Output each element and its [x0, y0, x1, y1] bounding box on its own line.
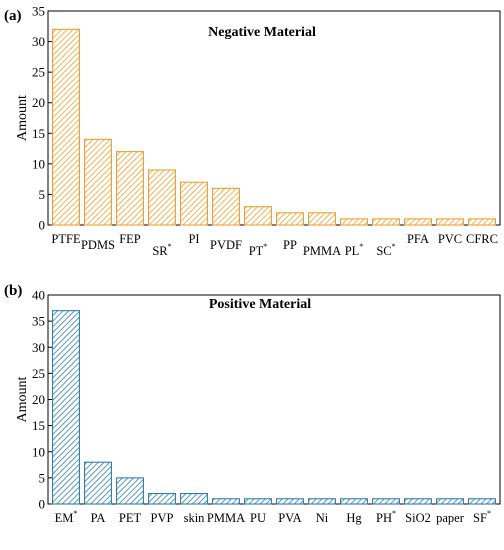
bar-pvdf: [212, 187, 240, 226]
bar-pt: [244, 206, 272, 226]
y-tick-label: 30: [32, 34, 45, 49]
x-tick-label: FEP: [119, 232, 141, 246]
x-tick-label: CFRC: [466, 232, 498, 246]
x-tick-label: PTFE: [51, 232, 81, 246]
bar-pvc: [436, 218, 464, 226]
bar-pmma: [212, 498, 240, 505]
y-tick-label: 35: [32, 4, 45, 19]
y-axis-label: Amount: [15, 376, 30, 422]
bar-pi: [180, 181, 208, 226]
bar-sio2: [404, 498, 432, 505]
x-tick-label: skin: [184, 511, 206, 525]
y-tick-label: 20: [32, 392, 45, 407]
bar-paper: [436, 498, 464, 505]
bar-pdms: [84, 138, 112, 226]
x-tick-label: PI: [188, 232, 199, 246]
x-tick-label: SiO2: [405, 511, 431, 525]
x-tick-label: PVA: [278, 511, 301, 525]
bar-ptfe: [52, 28, 80, 226]
y-tick-label: 0: [39, 218, 46, 233]
bar-pu: [244, 498, 272, 505]
bar-pfa: [404, 218, 432, 226]
x-tick-label: PVP: [151, 511, 174, 525]
x-tick-label: PP: [283, 238, 297, 252]
bar-pp: [276, 212, 304, 226]
panel-label: (b): [4, 283, 22, 299]
x-tick-label: SF*: [473, 509, 491, 525]
y-tick-label: 30: [32, 340, 45, 355]
x-tick-label: PL*: [345, 242, 364, 258]
y-tick-label: 35: [32, 314, 45, 329]
y-tick-label: 5: [39, 470, 46, 485]
x-tick-label: EM*: [55, 509, 78, 525]
bar-ph: [372, 498, 400, 505]
bar-pva: [276, 498, 304, 505]
y-tick-label: 25: [32, 65, 45, 80]
bar-sr: [148, 169, 176, 226]
x-tick-label: PT*: [249, 242, 268, 258]
bar-em: [52, 310, 80, 505]
y-tick-label: 10: [32, 444, 45, 459]
x-tick-label: PU: [250, 511, 266, 525]
y-tick-label: 10: [32, 156, 45, 171]
bar-skin: [180, 492, 208, 505]
y-tick-label: 25: [32, 366, 45, 381]
bar-pvp: [148, 492, 176, 505]
chart-title: Positive Material: [209, 297, 311, 312]
y-tick-label: 0: [39, 497, 46, 512]
y-tick-label: 15: [32, 418, 45, 433]
chart-panel-a: (a) Negative Material Amount 0 5 10 15 20 25 30 35…: [4, 4, 501, 258]
bar-sf: [468, 498, 496, 505]
y-tick-label: 40: [32, 288, 45, 303]
y-tick-label: 5: [39, 187, 46, 202]
x-tick-label: PH*: [376, 509, 396, 525]
x-tick-label: SC*: [376, 242, 395, 258]
x-tick-label: SR*: [152, 242, 171, 258]
chart-title: Negative Material: [208, 25, 316, 40]
x-tick-label: PMMA: [303, 244, 341, 258]
plot-frame: [47, 10, 501, 226]
x-tick-label: PVC: [438, 232, 462, 246]
bar-pet: [116, 477, 144, 505]
bar-pl: [340, 218, 368, 226]
x-tick-label: PMMA: [207, 511, 245, 525]
bar-sc: [372, 218, 400, 226]
bar-pa: [84, 461, 112, 505]
x-tick-label: Ni: [316, 511, 329, 525]
bar-pmma: [308, 212, 336, 226]
plot-frame: [47, 294, 501, 505]
x-tick-label: PET: [119, 511, 142, 525]
y-tick-label: 20: [32, 95, 45, 110]
x-tick-label: PVDF: [210, 238, 242, 252]
y-axis-label: Amount: [15, 95, 30, 141]
y-tick-label: 15: [32, 126, 45, 141]
bar-cfrc: [468, 218, 496, 226]
chart-panel-b: (b) Positive Material Amount 0 5 10 15 20 25 30 35…: [4, 283, 501, 525]
bar-fep: [116, 151, 144, 226]
bar-ni: [308, 498, 336, 505]
x-tick-label: PFA: [407, 232, 429, 246]
x-tick-label: Hg: [346, 511, 362, 525]
bar-hg: [340, 498, 368, 505]
x-tick-label: PDMS: [81, 238, 115, 252]
x-tick-label: paper: [436, 511, 465, 525]
x-tick-label: PA: [91, 511, 106, 525]
panel-label: (a): [4, 8, 22, 24]
